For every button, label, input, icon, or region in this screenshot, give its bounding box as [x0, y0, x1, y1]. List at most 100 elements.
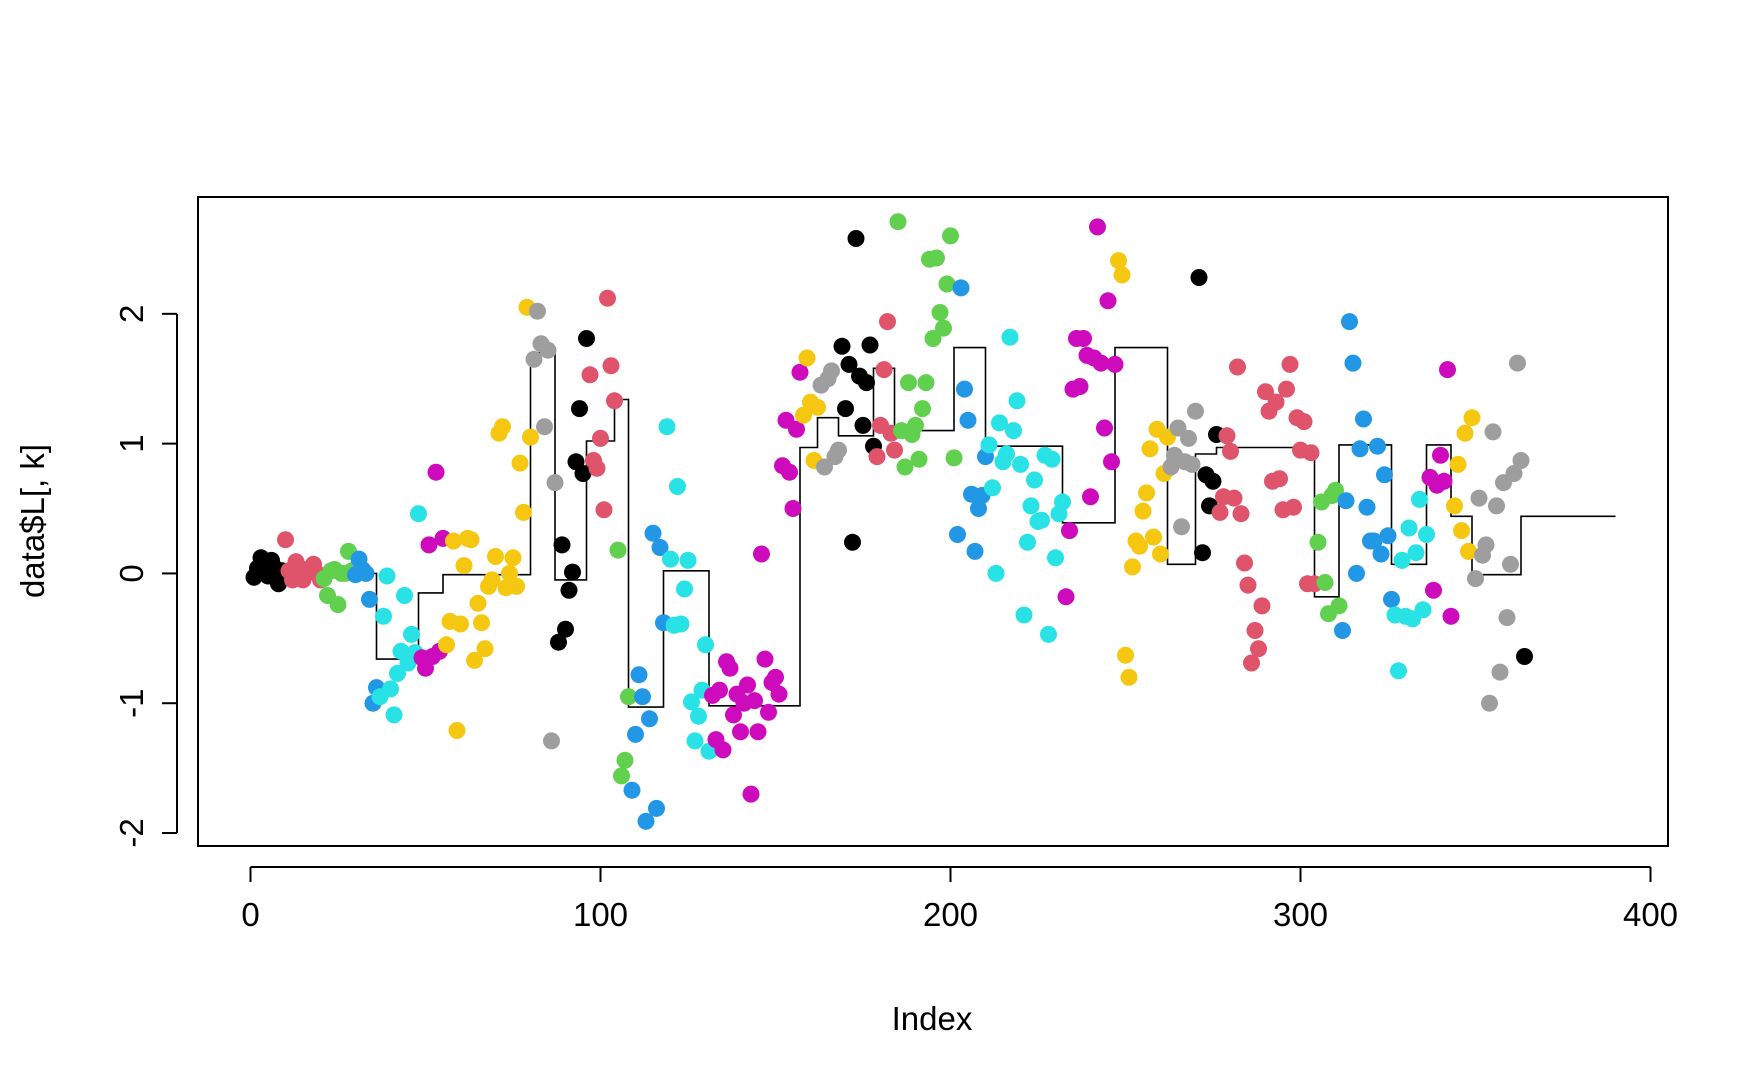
data-point [760, 703, 777, 721]
data-point [1110, 252, 1127, 270]
plot-frame [197, 196, 1669, 847]
data-point [634, 688, 651, 706]
data-point [511, 454, 529, 472]
data-point [875, 361, 893, 379]
data-point [942, 227, 959, 245]
data-point [690, 707, 707, 725]
data-point [753, 545, 770, 563]
data-point [1456, 424, 1474, 442]
data-point [1054, 493, 1071, 511]
data-point [672, 615, 690, 633]
data-point [1330, 597, 1348, 615]
data-point [749, 723, 767, 741]
x-tick-label: 400 [1623, 896, 1678, 933]
data-point [683, 693, 700, 711]
data-point [1316, 574, 1334, 591]
data-point [900, 374, 917, 392]
data-point [1026, 471, 1043, 489]
data-point [795, 406, 812, 424]
data-point [770, 685, 788, 703]
data-point [1418, 526, 1435, 543]
data-point [1229, 358, 1246, 376]
data-point [746, 692, 763, 710]
data-point [536, 418, 553, 436]
data-point [438, 636, 455, 654]
data-point [697, 636, 714, 654]
data-point [378, 567, 396, 585]
data-point [1033, 511, 1050, 529]
data-point [1246, 622, 1264, 639]
data-point [1369, 437, 1386, 455]
y-axis-label: data$L[, k] [14, 444, 51, 598]
data-point [1481, 694, 1498, 712]
data-point [1344, 354, 1362, 372]
data-point [788, 420, 805, 438]
data-point [627, 725, 644, 743]
data-point [1432, 446, 1449, 464]
data-point [714, 741, 732, 759]
data-point [452, 615, 469, 633]
data-point [767, 668, 784, 686]
data-point [574, 465, 592, 482]
data-point [487, 548, 504, 565]
data-point [1239, 576, 1257, 594]
data-point [1407, 544, 1425, 562]
data-point [1145, 528, 1162, 546]
data-point [550, 633, 567, 651]
data-point [1047, 549, 1064, 567]
data-point [1446, 497, 1463, 515]
data-point [385, 706, 403, 724]
y-tick-label: 2 [113, 305, 150, 323]
data-point [1512, 452, 1530, 469]
data-point [1498, 609, 1516, 627]
data-point [1502, 555, 1519, 573]
data-point [1243, 654, 1260, 672]
data-point [907, 416, 924, 434]
data-point [623, 781, 641, 799]
data-point [525, 350, 543, 368]
data-point [515, 503, 532, 521]
data-point [711, 681, 728, 699]
data-point [1005, 422, 1022, 440]
data-point [1015, 606, 1033, 624]
data-point [1022, 497, 1040, 515]
data-point [1411, 490, 1428, 508]
data-point [886, 441, 903, 459]
data-point [508, 577, 525, 595]
data-point [984, 479, 1001, 497]
data-point [651, 539, 669, 556]
data-point [1106, 355, 1124, 373]
data-point [1099, 292, 1117, 310]
data-point [1414, 601, 1432, 619]
y-tick-label: 1 [113, 434, 150, 452]
data-point [1379, 527, 1397, 545]
data-point [1463, 409, 1481, 427]
data-point [1152, 545, 1169, 563]
data-point [1372, 545, 1390, 563]
data-point [578, 330, 595, 347]
data-point [637, 812, 655, 830]
data-point [914, 400, 931, 418]
data-point [970, 500, 987, 517]
data-point [1491, 663, 1509, 681]
data-point [1295, 413, 1313, 431]
data-point [277, 531, 294, 549]
data-point [1281, 355, 1299, 373]
data-point [658, 418, 676, 436]
data-point [732, 723, 749, 741]
x-tick-label: 300 [1273, 896, 1328, 933]
data-point [784, 500, 802, 517]
data-point [980, 436, 998, 454]
data-point [592, 429, 609, 447]
data-point [581, 366, 599, 384]
data-point [1348, 564, 1365, 582]
data-point [1019, 533, 1036, 551]
data-point [1351, 440, 1369, 458]
data-point [1103, 453, 1120, 471]
data-point [1082, 488, 1099, 506]
data-point [357, 564, 375, 582]
x-axis: 0 100 200 300 400 [241, 866, 1678, 933]
data-point [606, 392, 623, 410]
data-point [1071, 378, 1089, 395]
